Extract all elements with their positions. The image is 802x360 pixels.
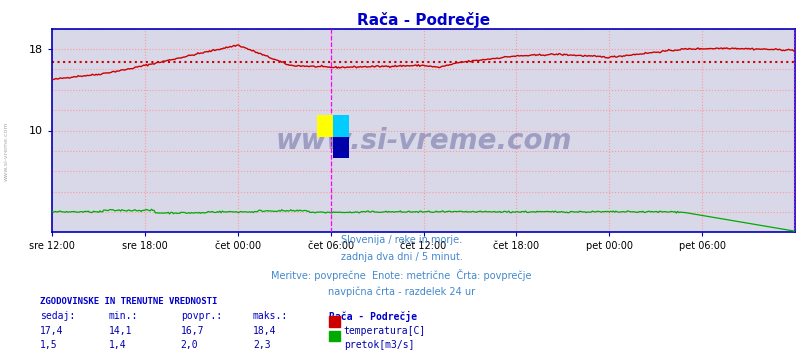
Bar	[317, 115, 333, 137]
Text: Slovenija / reke in morje.: Slovenija / reke in morje.	[341, 235, 461, 245]
Text: 17,4: 17,4	[40, 326, 63, 336]
Text: temperatura[C]: temperatura[C]	[343, 326, 425, 336]
Text: zadnja dva dni / 5 minut.: zadnja dva dni / 5 minut.	[340, 252, 462, 262]
Text: 2,0: 2,0	[180, 340, 198, 350]
Text: maks.:: maks.:	[253, 311, 288, 321]
Text: pretok[m3/s]: pretok[m3/s]	[343, 340, 414, 350]
Text: Rača - Podrečje: Rača - Podrečje	[329, 311, 417, 323]
Text: ZGODOVINSKE IN TRENUTNE VREDNOSTI: ZGODOVINSKE IN TRENUTNE VREDNOSTI	[40, 297, 217, 306]
Bar	[333, 115, 349, 137]
Title: Rača - Podrečje: Rača - Podrečje	[357, 12, 489, 28]
Text: navpična črta - razdelek 24 ur: navpična črta - razdelek 24 ur	[327, 287, 475, 297]
Text: 1,4: 1,4	[108, 340, 126, 350]
Text: sedaj:: sedaj:	[40, 311, 75, 321]
Text: www.si-vreme.com: www.si-vreme.com	[275, 127, 571, 155]
Text: www.si-vreme.com: www.si-vreme.com	[4, 121, 9, 181]
Text: povpr.:: povpr.:	[180, 311, 221, 321]
Text: 14,1: 14,1	[108, 326, 132, 336]
Text: 1,5: 1,5	[40, 340, 58, 350]
Text: 18,4: 18,4	[253, 326, 276, 336]
Text: 2,3: 2,3	[253, 340, 270, 350]
Bar	[333, 137, 349, 158]
Text: Meritve: povprečne  Enote: metrične  Črta: povprečje: Meritve: povprečne Enote: metrične Črta:…	[271, 269, 531, 281]
Text: 16,7: 16,7	[180, 326, 204, 336]
Text: min.:: min.:	[108, 311, 138, 321]
